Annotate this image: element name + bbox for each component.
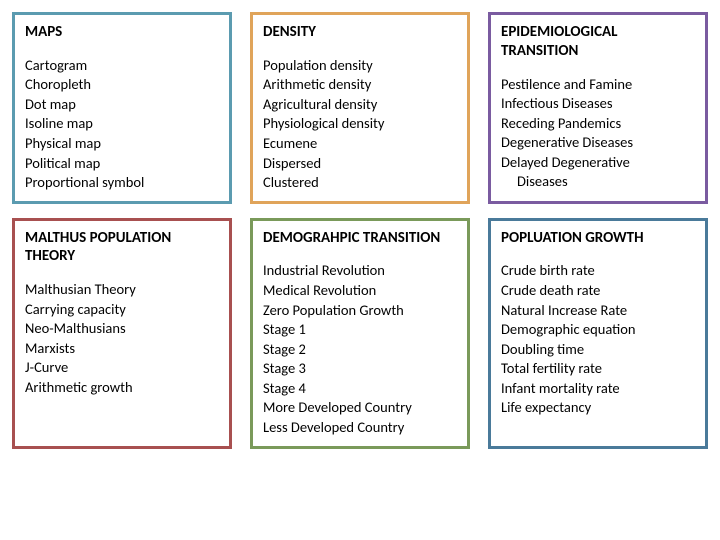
card-list: Crude birth rateCrude death rateNatural … (501, 261, 695, 418)
card-5: POPLUATION GROWTH Crude birth rateCrude d… (488, 218, 708, 449)
card-2: EPIDEMIOLOGICAL TRANSITION Pestilence and… (488, 12, 708, 204)
list-item: Infectious Diseases (501, 94, 695, 114)
card-3: MALTHUS POPULATION THEORY Malthusian Theo… (12, 218, 232, 449)
list-item: Stage 4 (263, 379, 457, 399)
list-item: Agricultural density (263, 95, 457, 115)
list-item: Clustered (263, 173, 457, 193)
list-item: Stage 2 (263, 340, 457, 360)
card-title: DEMOGRAHPIC TRANSITION (263, 229, 457, 248)
list-item: Infant mortality rate (501, 379, 695, 399)
list-item: Marxists (25, 339, 219, 359)
list-item: Physical map (25, 134, 219, 154)
list-item: Stage 3 (263, 359, 457, 379)
list-item: Demographic equation (501, 320, 695, 340)
card-list: Industrial RevolutionMedical RevolutionZ… (263, 261, 457, 437)
list-item: Pestilence and Famine (501, 75, 695, 95)
card-title: MALTHUS POPULATION THEORY (25, 229, 219, 267)
card-1: DENSITY Population densityArithmetic dens… (250, 12, 470, 204)
card-4: DEMOGRAHPIC TRANSITION Industrial Revolut… (250, 218, 470, 449)
list-item: Arithmetic growth (25, 378, 219, 398)
card-list: CartogramChoroplethDot mapIsoline mapPhy… (25, 56, 219, 193)
list-item: Medical Revolution (263, 281, 457, 301)
list-item: Crude death rate (501, 281, 695, 301)
list-item: Industrial Revolution (263, 261, 457, 281)
card-list: Pestilence and FamineInfectious Diseases… (501, 75, 695, 192)
list-item: Dot map (25, 95, 219, 115)
list-item: Political map (25, 154, 219, 174)
list-item: Cartogram (25, 56, 219, 76)
card-grid: MAPS CartogramChoroplethDot mapIsoline ma… (12, 12, 708, 449)
list-item: Diseases (501, 172, 695, 192)
list-item: Isoline map (25, 114, 219, 134)
card-title: POPLUATION GROWTH (501, 229, 695, 248)
list-item: Proportional symbol (25, 173, 219, 193)
list-item: Ecumene (263, 134, 457, 154)
card-0: MAPS CartogramChoroplethDot mapIsoline ma… (12, 12, 232, 204)
list-item: Crude birth rate (501, 261, 695, 281)
list-item: Less Developed Country (263, 418, 457, 438)
list-item: Choropleth (25, 75, 219, 95)
list-item: Dispersed (263, 154, 457, 174)
card-list: Population densityArithmetic densityAgri… (263, 56, 457, 193)
card-list: Malthusian TheoryCarrying capacityNeo-Ma… (25, 280, 219, 397)
list-item: Delayed Degenerative (501, 153, 695, 173)
list-item: Zero Population Growth (263, 301, 457, 321)
list-item: Receding Pandemics (501, 114, 695, 134)
list-item: Total fertility rate (501, 359, 695, 379)
card-title: EPIDEMIOLOGICAL TRANSITION (501, 23, 695, 61)
list-item: Doubling time (501, 340, 695, 360)
list-item: Physiological density (263, 114, 457, 134)
list-item: Stage 1 (263, 320, 457, 340)
list-item: More Developed Country (263, 398, 457, 418)
list-item: Population density (263, 56, 457, 76)
list-item: Malthusian Theory (25, 280, 219, 300)
list-item: Carrying capacity (25, 300, 219, 320)
list-item: Arithmetic density (263, 75, 457, 95)
list-item: Natural Increase Rate (501, 301, 695, 321)
list-item: Neo-Malthusians (25, 319, 219, 339)
list-item: Degenerative Diseases (501, 133, 695, 153)
list-item: Life expectancy (501, 398, 695, 418)
list-item: J-Curve (25, 358, 219, 378)
card-title: MAPS (25, 23, 219, 42)
card-title: DENSITY (263, 23, 457, 42)
